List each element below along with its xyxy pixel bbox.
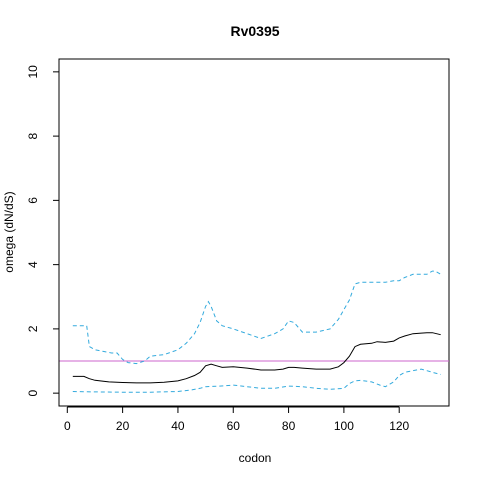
x-tick-label: 20	[116, 419, 130, 433]
series-line-estimate	[72, 332, 441, 384]
x-tick-label: 40	[171, 419, 185, 433]
y-tick-label: 6	[26, 197, 40, 204]
x-tick-label: 100	[334, 419, 354, 433]
x-tick-label: 60	[227, 419, 241, 433]
x-axis-label: codon	[239, 451, 272, 465]
y-tick-label: 10	[26, 65, 40, 79]
series-layer	[72, 270, 441, 393]
series-line-upper-bound	[72, 270, 441, 365]
x-axis: 0 20 40 60 80 100 120	[64, 406, 410, 433]
chart-title: Rv0395	[230, 23, 279, 39]
y-tick-label: 4	[26, 261, 40, 268]
y-axis-label: omega (dN/dS)	[2, 191, 16, 272]
y-tick-label: 0	[26, 389, 40, 396]
x-tick-label: 80	[282, 419, 296, 433]
y-tick-label: 8	[26, 132, 40, 139]
x-tick-label: 120	[389, 419, 409, 433]
x-tick-label: 0	[64, 419, 71, 433]
y-axis: 0 2 4 6 8 10	[26, 65, 60, 396]
y-tick-label: 2	[26, 325, 40, 332]
series-line-lower-bound	[72, 368, 441, 393]
